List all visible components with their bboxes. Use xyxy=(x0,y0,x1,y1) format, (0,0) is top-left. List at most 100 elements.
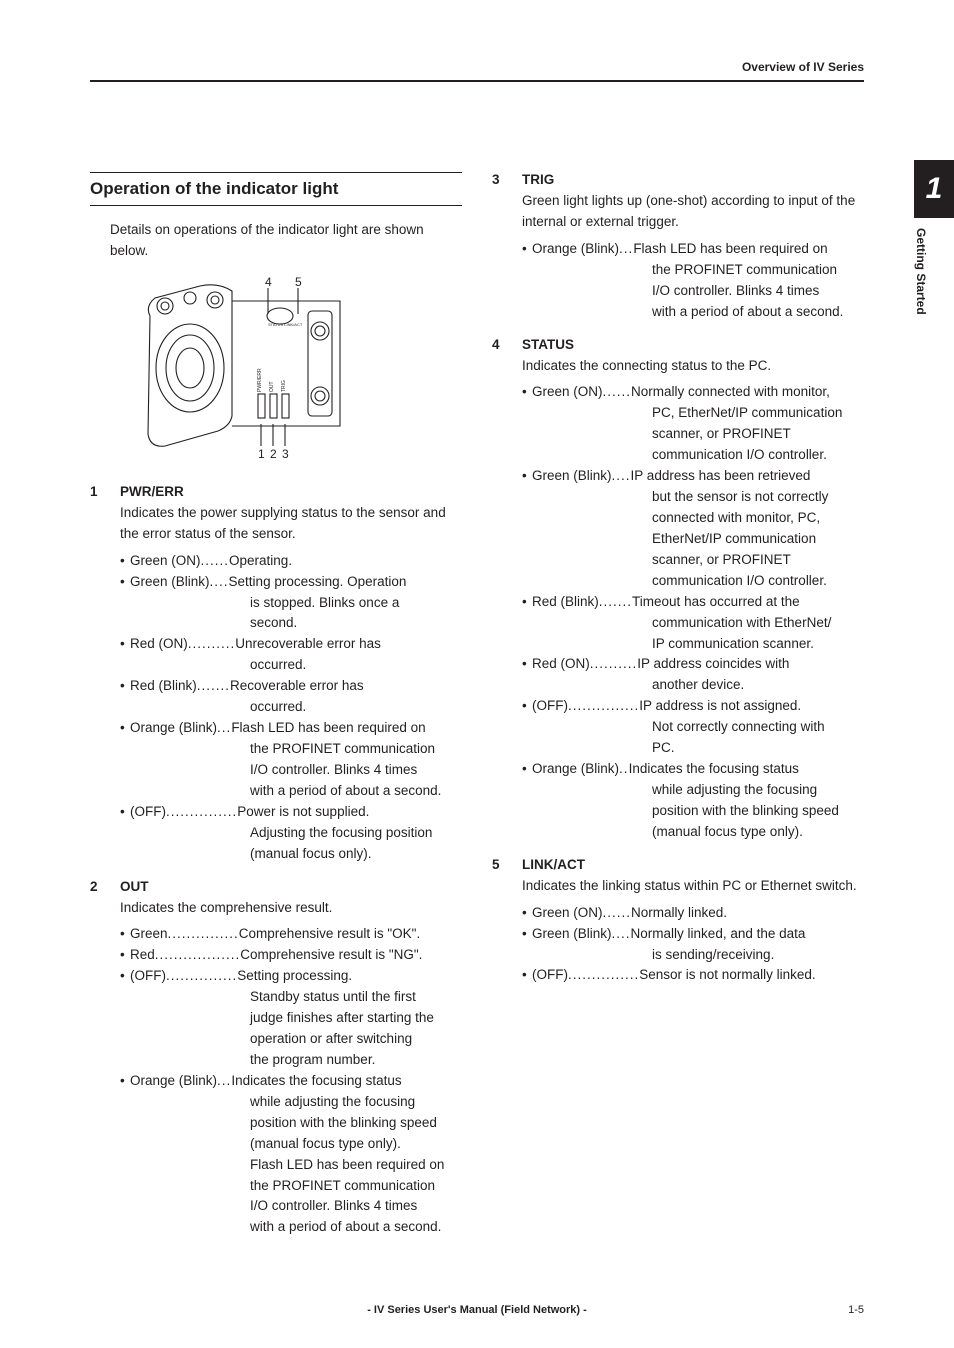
status-desc: Unrecoverable error has xyxy=(235,634,462,655)
footer: - IV Series User's Manual (Field Network… xyxy=(90,1304,864,1316)
status-desc-cont: is stopped. Blinks once a xyxy=(120,593,462,614)
header-rule xyxy=(90,80,864,82)
status-desc: Comprehensive result is "NG". xyxy=(240,945,462,966)
status-item: • Orange (Blink)...Flash LED has been re… xyxy=(120,718,462,739)
status-desc-cont: I/O controller. Blinks 4 times xyxy=(120,1196,462,1217)
status-item: • Red (ON)..........IP address coincides… xyxy=(522,654,864,675)
status-desc-cont: PC. xyxy=(522,738,864,759)
footer-center: - IV Series User's Manual (Field Network… xyxy=(367,1304,587,1316)
indicator-heading: 2OUT xyxy=(90,879,462,894)
status-desc: Normally linked. xyxy=(631,903,864,924)
status-label: Green (ON) xyxy=(130,551,201,572)
indicator-desc: Green light lights up (one-shot) accordi… xyxy=(522,191,864,233)
status-item: • Red..................Comprehensive res… xyxy=(120,945,462,966)
status-desc-cont: scanner, or PROFINET xyxy=(522,424,864,445)
status-desc: Timeout has occurred at the xyxy=(632,592,864,613)
status-desc-cont: the PROFINET communication xyxy=(120,1176,462,1197)
status-desc-cont: communication with EtherNet/ xyxy=(522,613,864,634)
status-desc: Recoverable error has xyxy=(230,676,462,697)
svg-text:PWR/ERR: PWR/ERR xyxy=(257,368,263,392)
status-item: • (OFF)...............Power is not suppl… xyxy=(120,802,462,823)
status-desc-cont: EtherNet/IP communication xyxy=(522,529,864,550)
indicator-heading: 5LINK/ACT xyxy=(492,857,864,872)
status-label: Orange (Blink) xyxy=(532,759,619,780)
left-column: Operation of the indicator light Details… xyxy=(90,172,462,1252)
status-desc-cont: Adjusting the focusing position xyxy=(120,823,462,844)
status-desc-cont: with a period of about a second. xyxy=(120,1217,462,1238)
status-label: Green (Blink) xyxy=(532,924,612,945)
status-list: • Green...............Comprehensive resu… xyxy=(120,924,462,1238)
section-title: Operation of the indicator light xyxy=(90,172,462,206)
chapter-label: Getting Started xyxy=(914,218,928,338)
status-desc-cont: occurred. xyxy=(120,655,462,676)
status-desc: Indicates the focusing status xyxy=(231,1071,462,1092)
status-desc-cont: communication I/O controller. xyxy=(522,445,864,466)
status-item: • Red (Blink).......Recoverable error ha… xyxy=(120,676,462,697)
status-label: Green xyxy=(130,924,168,945)
status-desc-cont: IP communication scanner. xyxy=(522,634,864,655)
indicator-number: 4 xyxy=(492,337,522,352)
diagram-num-3: 3 xyxy=(282,447,289,461)
status-label: Red (ON) xyxy=(532,654,590,675)
status-item: • Green (Blink)....Normally linked, and … xyxy=(522,924,864,945)
svg-text:TRIG: TRIG xyxy=(281,380,287,392)
status-desc-cont: I/O controller. Blinks 4 times xyxy=(120,760,462,781)
indicator-title: STATUS xyxy=(522,337,574,352)
diagram-num-5: 5 xyxy=(295,276,302,289)
status-label: Orange (Blink) xyxy=(130,1071,217,1092)
indicator-heading: 1PWR/ERR xyxy=(90,484,462,499)
status-desc: Sensor is not normally linked. xyxy=(639,965,864,986)
status-list: • Green (ON)......Normally connected wit… xyxy=(522,382,864,842)
status-desc: Operating. xyxy=(229,551,462,572)
status-desc-cont: I/O controller. Blinks 4 times xyxy=(522,281,864,302)
status-item: • Orange (Blink)...Indicates the focusin… xyxy=(120,1071,462,1092)
status-label: Green (ON) xyxy=(532,903,603,924)
status-item: • (OFF)...............Sensor is not norm… xyxy=(522,965,864,986)
status-label: (OFF) xyxy=(532,696,568,717)
intro-text: Details on operations of the indicator l… xyxy=(90,220,462,262)
status-desc: Normally linked, and the data xyxy=(631,924,864,945)
status-label: Red (Blink) xyxy=(532,592,599,613)
status-desc-cont: occurred. xyxy=(120,697,462,718)
status-desc-cont: the program number. xyxy=(120,1050,462,1071)
svg-text:OUT: OUT xyxy=(269,381,275,392)
status-desc-cont: operation or after switching xyxy=(120,1029,462,1050)
status-desc: Flash LED has been required on xyxy=(633,239,864,260)
status-desc-cont: while adjusting the focusing xyxy=(120,1092,462,1113)
status-desc-cont: with a period of about a second. xyxy=(522,302,864,323)
status-item: • Green...............Comprehensive resu… xyxy=(120,924,462,945)
status-desc-cont: while adjusting the focusing xyxy=(522,780,864,801)
status-desc-cont: Standby status until the first xyxy=(120,987,462,1008)
status-label: Red (ON) xyxy=(130,634,188,655)
indicator-desc: Indicates the power supplying status to … xyxy=(120,503,462,545)
page: Overview of IV Series 1 Getting Started … xyxy=(0,0,954,1348)
status-item: • Green (ON)......Operating. xyxy=(120,551,462,572)
status-list: • Green (ON)......Operating.• Green (Bli… xyxy=(120,551,462,865)
page-number: 1-5 xyxy=(848,1304,864,1316)
status-desc-cont: is sending/receiving. xyxy=(522,945,864,966)
svg-text:STATUS LINK/ACT: STATUS LINK/ACT xyxy=(268,322,303,327)
status-desc-cont: but the sensor is not correctly xyxy=(522,487,864,508)
status-label: Red xyxy=(130,945,155,966)
indicator-desc: Indicates the linking status within PC o… xyxy=(522,876,864,897)
status-desc-cont: connected with monitor, PC, xyxy=(522,508,864,529)
running-header: Overview of IV Series xyxy=(90,60,864,74)
status-item: • Green (Blink)....Setting processing. O… xyxy=(120,572,462,593)
status-desc-cont: (manual focus only). xyxy=(120,844,462,865)
indicator-title: PWR/ERR xyxy=(120,484,184,499)
status-item: • Green (Blink)....IP address has been r… xyxy=(522,466,864,487)
status-desc-cont: Not correctly connecting with xyxy=(522,717,864,738)
right-column: 3TRIGGreen light lights up (one-shot) ac… xyxy=(492,172,864,1252)
status-desc: Setting processing. Operation xyxy=(229,572,462,593)
indicator-desc: Indicates the comprehensive result. xyxy=(120,898,462,919)
diagram-svg: 4 5 1 2 3 PWR/ERR OUT TRIG STATUS LINK/A… xyxy=(140,276,360,461)
status-label: Green (Blink) xyxy=(130,572,210,593)
status-desc-cont: judge finishes after starting the xyxy=(120,1008,462,1029)
chapter-number: 1 xyxy=(914,160,954,218)
indicator-number: 1 xyxy=(90,484,120,499)
status-desc: Comprehensive result is "OK". xyxy=(239,924,462,945)
status-desc: Normally connected with monitor, xyxy=(631,382,864,403)
status-desc: Flash LED has been required on xyxy=(231,718,462,739)
status-item: • Orange (Blink)..Indicates the focusing… xyxy=(522,759,864,780)
indicator-number: 3 xyxy=(492,172,522,187)
